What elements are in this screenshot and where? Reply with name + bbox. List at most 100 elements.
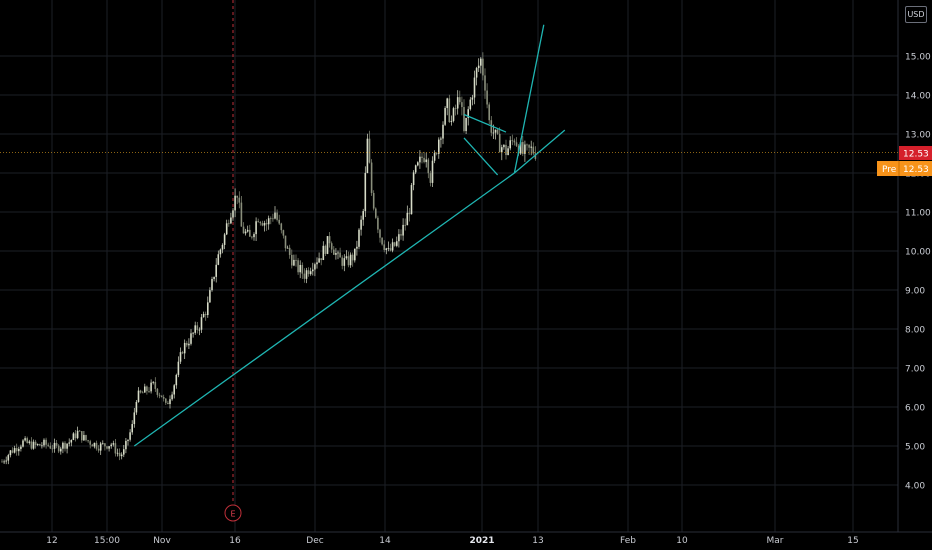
candle-body xyxy=(200,317,203,330)
candle-body xyxy=(87,440,89,442)
candle-body xyxy=(186,342,188,346)
candle-body xyxy=(53,442,56,449)
candle-body xyxy=(150,382,152,392)
time-axis[interactable]: 12 15:00 Nov 16 Dec 14 2021 13 Feb 10 Mar 15 xyxy=(46,536,858,546)
candle-body xyxy=(66,443,68,449)
candle-body xyxy=(534,153,537,159)
candle-body xyxy=(477,65,480,69)
candle-body xyxy=(282,230,285,236)
candle-body xyxy=(366,138,369,173)
candle-body xyxy=(278,219,280,224)
candle-body xyxy=(207,302,209,315)
candle-body xyxy=(123,449,125,455)
candle-body xyxy=(393,242,396,246)
candle-body xyxy=(463,107,465,132)
candle-body xyxy=(3,461,5,463)
candle-body xyxy=(219,249,222,255)
candle-body xyxy=(400,234,402,236)
candle-body xyxy=(362,211,364,220)
candle-body xyxy=(209,290,211,303)
candle-body xyxy=(118,452,121,457)
candle-body xyxy=(480,58,482,66)
candle-body xyxy=(125,440,127,450)
candle-body xyxy=(179,352,182,362)
candle-body xyxy=(97,448,100,451)
candle-body xyxy=(320,258,322,261)
candle-body xyxy=(505,144,507,156)
candle-body xyxy=(356,246,358,249)
candle-body xyxy=(192,332,194,334)
candle-body xyxy=(15,448,18,452)
x-tick-label: 15:00 xyxy=(94,536,120,546)
currency-button[interactable]: USD xyxy=(905,6,927,23)
candle-body xyxy=(253,234,255,238)
candle-body xyxy=(330,243,333,250)
candle-body xyxy=(387,248,390,249)
candle-body xyxy=(249,229,251,237)
x-tick-label: 2021 xyxy=(469,536,494,546)
x-tick-label: 16 xyxy=(229,536,241,546)
candle-body xyxy=(339,252,341,258)
candle-body xyxy=(410,185,413,215)
candle-body xyxy=(68,442,70,444)
candle-body xyxy=(467,109,469,118)
candle-body xyxy=(446,98,448,109)
candle-body xyxy=(146,386,148,392)
candle-body xyxy=(156,388,159,395)
candle-body xyxy=(102,443,104,445)
candle-body xyxy=(433,153,436,161)
candle-body xyxy=(398,234,400,242)
candle-body xyxy=(240,202,243,227)
projection-line[interactable] xyxy=(513,24,545,174)
candle-body xyxy=(293,259,295,266)
x-tick-label: 13 xyxy=(532,536,543,546)
candle-body xyxy=(120,454,123,457)
candle-body xyxy=(242,226,245,234)
candle-body xyxy=(85,435,87,441)
candle-body xyxy=(244,231,247,234)
candle-body xyxy=(354,248,356,261)
candle-body xyxy=(335,253,337,255)
candle-body xyxy=(364,172,367,212)
candle-body xyxy=(421,156,423,158)
candle-body xyxy=(408,212,411,215)
candle-body xyxy=(41,445,43,447)
candle-body xyxy=(83,435,85,441)
candle-body xyxy=(162,397,165,399)
candle-body xyxy=(144,386,146,393)
candle-body xyxy=(456,97,459,109)
candle-body xyxy=(139,390,142,393)
candle-body xyxy=(251,236,253,238)
y-tick-label: 14.00 xyxy=(905,92,931,102)
x-tick-label: Dec xyxy=(306,536,323,546)
candle-body xyxy=(391,242,394,251)
candle-body xyxy=(473,77,476,98)
y-tick-label: 15.00 xyxy=(905,53,931,63)
candle-body xyxy=(183,342,186,354)
candle-body xyxy=(106,446,108,449)
candle-body xyxy=(343,258,346,266)
candle-body xyxy=(246,229,249,232)
candle-body xyxy=(167,402,169,405)
candle-body xyxy=(11,450,14,453)
candle-body xyxy=(152,381,154,383)
candle-body xyxy=(112,443,115,445)
flag-upper-line[interactable] xyxy=(463,113,507,133)
candle-body xyxy=(204,313,207,315)
candle-body xyxy=(450,120,453,122)
candle-body xyxy=(129,432,131,440)
candle-body xyxy=(402,224,404,236)
candle-body xyxy=(370,162,373,193)
candle-body xyxy=(347,256,350,266)
candle-body xyxy=(307,270,310,275)
candle-body xyxy=(72,433,75,440)
y-tick-label: 6.00 xyxy=(905,404,925,414)
candle-body xyxy=(76,430,79,439)
candle-body xyxy=(381,237,383,245)
candle-body xyxy=(326,236,329,254)
candle-body xyxy=(81,431,83,441)
flag-lower-line[interactable] xyxy=(463,137,499,176)
earnings-marker[interactable] xyxy=(224,504,242,522)
candle-body xyxy=(34,441,37,446)
